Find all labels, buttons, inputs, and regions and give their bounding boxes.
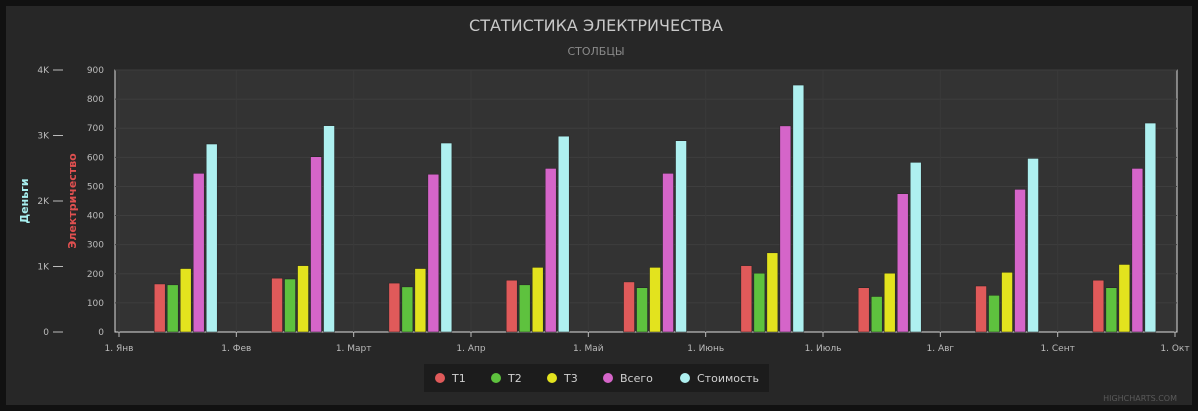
legend-item-label: Стоимость — [697, 372, 759, 385]
bar — [153, 283, 166, 333]
x-tick-label: 1. Окт — [1160, 344, 1189, 354]
legend-marker — [547, 373, 557, 383]
bar — [1027, 158, 1039, 333]
legend-marker — [680, 373, 690, 383]
bar — [401, 286, 414, 333]
credits-label[interactable]: HIGHCHARTS.COM — [1103, 394, 1177, 403]
legend-marker — [491, 373, 501, 383]
y-tick-label-electricity: 300 — [87, 241, 104, 251]
y-tick-label-electricity: 800 — [87, 95, 104, 105]
bar — [518, 284, 531, 333]
bar — [792, 84, 805, 333]
bar — [544, 168, 557, 333]
bar — [909, 162, 922, 333]
x-tick-label: 1. Авг — [927, 344, 955, 354]
bar — [1105, 287, 1118, 333]
legend-item-label: T3 — [563, 372, 578, 385]
y-tick-label-electricity: 0 — [98, 328, 104, 338]
x-tick-label: 1. Май — [573, 344, 604, 354]
y-tick-label-electricity: 700 — [87, 124, 104, 134]
bar — [388, 282, 401, 333]
y-tick-label-money: 3K — [37, 132, 50, 142]
y-axis-title-money: Деньги — [18, 178, 31, 223]
x-tick-label: 1. Март — [336, 344, 372, 354]
bar — [857, 287, 870, 333]
bar — [531, 267, 544, 333]
chart-subtitle: СТОЛБЦЫ — [567, 45, 624, 58]
bar — [1092, 279, 1105, 333]
x-tick-label: 1. Июль — [805, 344, 842, 354]
y-tick-label-electricity: 100 — [87, 299, 104, 309]
bars — [153, 84, 1157, 333]
y-tick-label-electricity: 200 — [87, 270, 104, 280]
bar — [896, 193, 909, 333]
bar — [505, 279, 518, 333]
bar — [440, 142, 453, 333]
bar — [284, 278, 296, 333]
legend-item-label: T1 — [451, 372, 466, 385]
x-tick-label: 1. Июнь — [687, 344, 724, 354]
bar — [427, 173, 440, 333]
bar — [636, 287, 648, 333]
bar — [414, 268, 427, 333]
bar — [179, 268, 192, 333]
x-tick-label: 1. Янв — [105, 344, 134, 354]
bar — [557, 135, 570, 333]
y-tick-label-electricity: 600 — [87, 153, 104, 163]
y-tick-label-money: 2K — [37, 197, 50, 207]
legend-marker — [435, 373, 445, 383]
bar — [310, 156, 322, 333]
bar — [297, 265, 309, 333]
y-tick-label-electricity: 400 — [87, 212, 104, 222]
bar — [883, 272, 896, 333]
bar — [649, 267, 661, 333]
x-tick-label: 1. Сент — [1040, 344, 1074, 354]
x-tick-label: 1. Фев — [221, 344, 251, 354]
chart-title: СТАТИСТИКА ЭЛЕКТРИЧЕСТВА — [469, 16, 723, 35]
legend-marker — [603, 373, 613, 383]
legend-item-label: Всего — [620, 372, 653, 385]
bar — [166, 284, 179, 333]
y-tick-label-money: 1K — [37, 263, 50, 273]
bar — [205, 143, 218, 333]
bar — [1131, 168, 1144, 333]
bar — [662, 173, 674, 333]
bar — [1014, 189, 1026, 333]
y-tick-label-money: 4K — [37, 66, 50, 76]
grid-lines — [115, 69, 1177, 332]
y-tick-label-electricity: 500 — [87, 182, 104, 192]
bar — [753, 272, 766, 333]
legend-background — [424, 364, 769, 392]
bar — [1001, 272, 1013, 333]
y-tick-label-electricity: 900 — [87, 66, 104, 76]
bar — [192, 173, 205, 333]
bar — [623, 281, 635, 333]
y-axis-title-electricity: Электричество — [66, 153, 79, 249]
y-tick-label-money: 0 — [43, 328, 49, 338]
bar — [779, 125, 792, 333]
bar — [766, 252, 779, 333]
legend: T1 T2 T3 Всего Стоимость — [424, 364, 769, 392]
bar — [1118, 264, 1131, 333]
bar — [271, 277, 283, 333]
bar — [870, 296, 883, 333]
x-tick-label: 1. Апр — [456, 344, 485, 354]
legend-item-label: T2 — [507, 372, 522, 385]
bar — [975, 285, 987, 333]
bar — [988, 295, 1000, 333]
axes: 0 100 200 300 400 500 600 700 800 900 0 1K 2K 3K 4K 1. … — [37, 66, 1189, 354]
bar — [675, 140, 687, 333]
bar — [740, 265, 753, 333]
bar — [323, 125, 335, 333]
bar — [1144, 122, 1157, 333]
